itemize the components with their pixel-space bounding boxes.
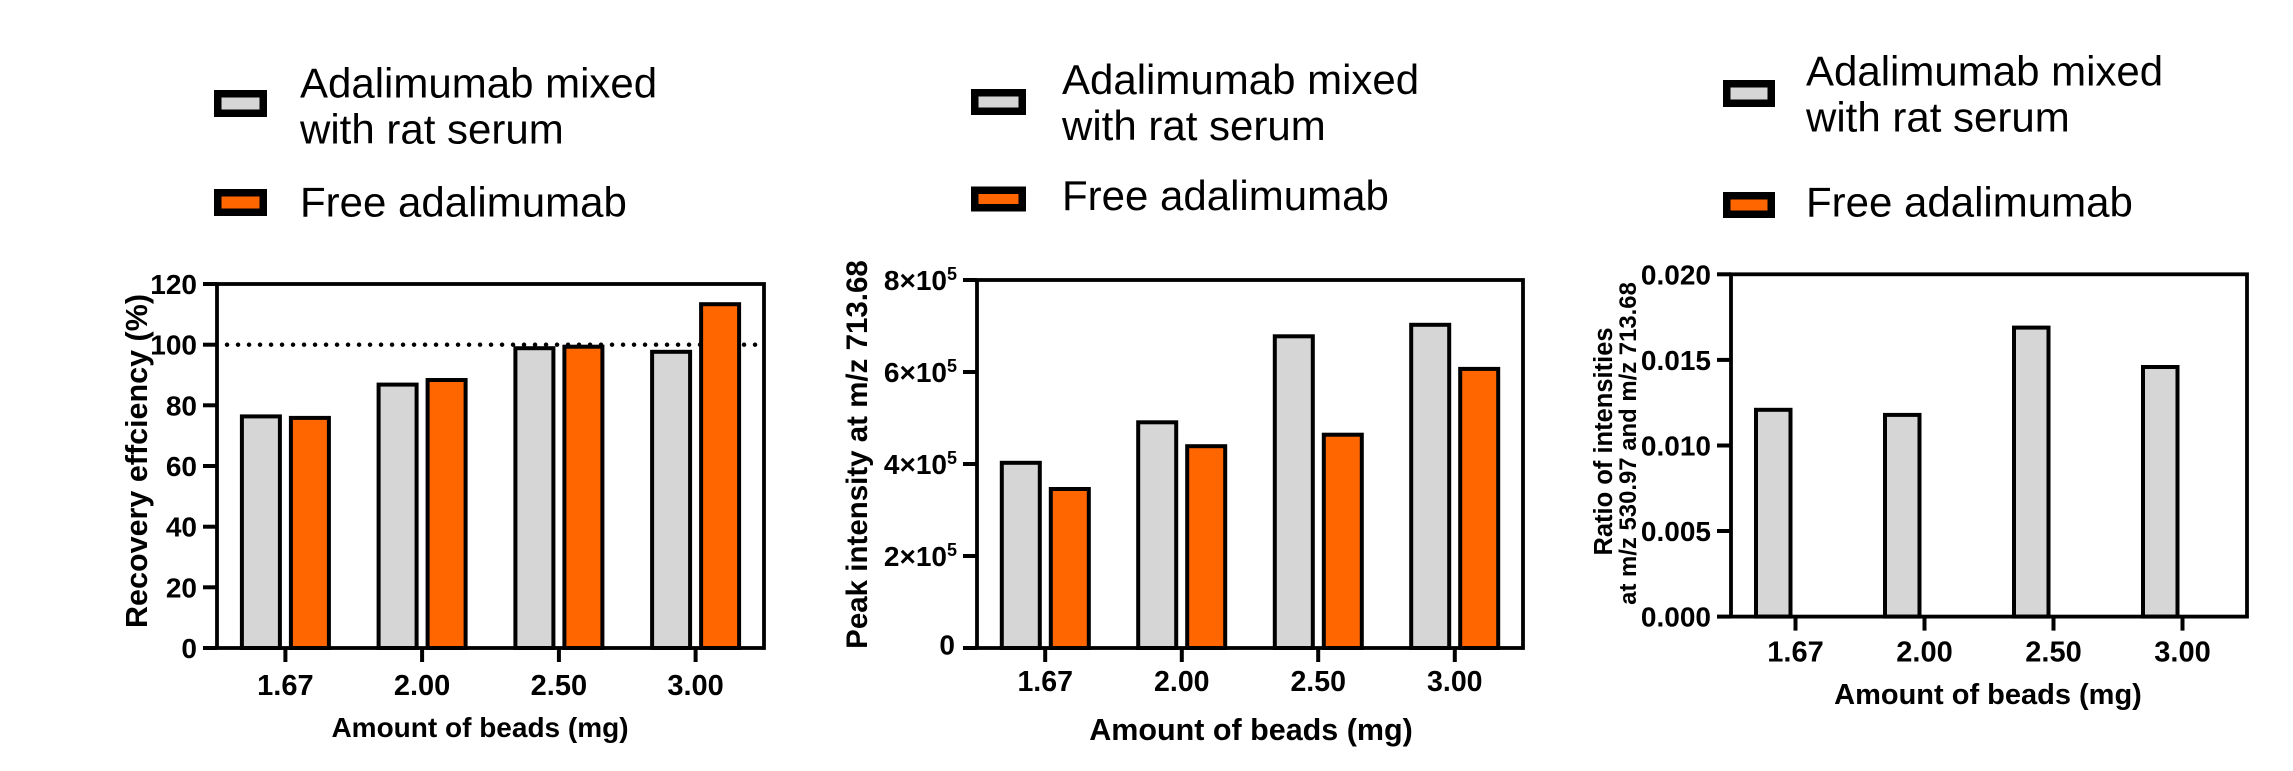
- svg-text:1.67: 1.67: [1767, 637, 1823, 669]
- svg-text:0.015: 0.015: [1641, 345, 1711, 376]
- svg-text:2.50: 2.50: [2025, 637, 2081, 669]
- svg-text:0.005: 0.005: [1641, 516, 1711, 547]
- svg-text:Free adalimumab: Free adalimumab: [1062, 172, 1389, 219]
- svg-text:4×105: 4×105: [884, 448, 957, 480]
- svg-text:1.67: 1.67: [257, 670, 313, 702]
- svg-text:at m/z 530.97 and m/z 713.68: at m/z 530.97 and m/z 713.68: [1615, 282, 1642, 605]
- svg-text:0: 0: [181, 633, 197, 664]
- svg-text:0: 0: [939, 630, 955, 661]
- svg-text:Amount of beads (mg): Amount of beads (mg): [331, 712, 628, 743]
- svg-text:2.00: 2.00: [394, 670, 450, 702]
- svg-text:120: 120: [150, 269, 197, 300]
- svg-text:2.00: 2.00: [1154, 666, 1209, 698]
- svg-text:Amount of beads (mg): Amount of beads (mg): [1834, 679, 2142, 711]
- svg-text:0.010: 0.010: [1641, 431, 1711, 462]
- svg-text:8×105: 8×105: [884, 264, 957, 296]
- svg-text:3.00: 3.00: [1427, 666, 1482, 698]
- svg-text:Recovery effciency (%): Recovery effciency (%): [120, 294, 154, 628]
- svg-text:Adalimumab mixed: Adalimumab mixed: [1062, 56, 1419, 103]
- svg-text:100: 100: [150, 330, 197, 361]
- svg-text:Ratio of intensities: Ratio of intensities: [1590, 327, 1618, 555]
- svg-text:2×105: 2×105: [884, 540, 957, 572]
- svg-text:0.020: 0.020: [1641, 259, 1711, 290]
- svg-text:Free adalimumab: Free adalimumab: [300, 178, 627, 225]
- svg-text:60: 60: [166, 451, 197, 482]
- svg-text:3.00: 3.00: [2154, 637, 2210, 669]
- svg-text:2.50: 2.50: [1290, 666, 1345, 698]
- svg-text:0.000: 0.000: [1641, 602, 1711, 633]
- svg-text:Peak intensity at m/z 713.68: Peak intensity at m/z 713.68: [841, 260, 874, 649]
- svg-text:40: 40: [166, 512, 197, 543]
- svg-text:2.50: 2.50: [531, 670, 587, 702]
- svg-text:1.67: 1.67: [1017, 666, 1072, 698]
- svg-text:20: 20: [166, 572, 197, 603]
- svg-text:Adalimumab mixed: Adalimumab mixed: [1806, 48, 2163, 95]
- svg-text:Amount of beads (mg): Amount of beads (mg): [1089, 713, 1413, 747]
- svg-text:6×105: 6×105: [884, 356, 957, 388]
- svg-text:2.00: 2.00: [1896, 637, 1952, 669]
- svg-text:Adalimumab mixed: Adalimumab mixed: [300, 60, 657, 107]
- svg-text:with rat serum: with rat serum: [1061, 102, 1326, 149]
- svg-text:with rat serum: with rat serum: [299, 106, 564, 153]
- svg-text:80: 80: [166, 390, 197, 421]
- svg-text:3.00: 3.00: [667, 670, 723, 702]
- svg-text:Free adalimumab: Free adalimumab: [1806, 179, 2133, 226]
- svg-text:with rat serum: with rat serum: [1805, 94, 2070, 141]
